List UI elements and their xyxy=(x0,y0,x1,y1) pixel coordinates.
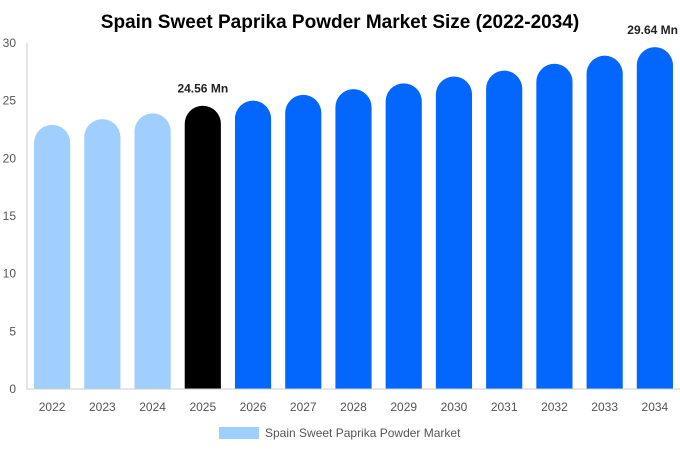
data-labels-group: 24.56 Mn 29.64 Mn xyxy=(177,23,678,96)
y-axis: 0 5 10 15 20 25 30 xyxy=(3,36,28,396)
x-tick-label: 2034 xyxy=(642,400,669,414)
y-tick-label: 25 xyxy=(3,94,17,108)
x-tick-label: 2027 xyxy=(290,400,317,414)
data-label-2034: 29.64 Mn xyxy=(627,23,678,37)
bar-2033[interactable] xyxy=(586,55,623,390)
bar-2022[interactable] xyxy=(34,124,71,389)
y-tick-label: 30 xyxy=(3,36,17,50)
bar-2027[interactable] xyxy=(285,94,322,389)
y-tick-label: 0 xyxy=(9,382,16,396)
x-tick-label: 2022 xyxy=(39,400,66,414)
x-tick-label: 2026 xyxy=(240,400,267,414)
x-tick-label: 2032 xyxy=(541,400,568,414)
bar-2032[interactable] xyxy=(536,63,573,390)
x-tick-label: 2029 xyxy=(390,400,417,414)
x-tick-label: 2023 xyxy=(89,400,116,414)
x-tick-label: 2028 xyxy=(340,400,367,414)
bar-2025[interactable] xyxy=(184,105,221,389)
y-tick-label: 10 xyxy=(3,267,17,281)
x-tick-label: 2033 xyxy=(591,400,618,414)
x-axis: 2022 2023 2024 2025 2026 2027 2028 2029 2030 2031… xyxy=(27,388,680,414)
data-label-2025: 24.56 Mn xyxy=(177,82,228,96)
x-tick-label: 2031 xyxy=(491,400,518,414)
x-tick-label: 2030 xyxy=(441,400,468,414)
bar-2034[interactable] xyxy=(636,47,673,390)
bars-group xyxy=(34,47,673,390)
x-tick-label: 2025 xyxy=(189,400,216,414)
legend[interactable]: Spain Sweet Paprika Powder Market xyxy=(219,426,461,440)
bar-2029[interactable] xyxy=(385,83,422,389)
bar-2030[interactable] xyxy=(435,76,473,390)
bar-2031[interactable] xyxy=(486,70,523,389)
bar-2028[interactable] xyxy=(335,89,372,389)
bar-2023[interactable] xyxy=(84,119,121,390)
legend-label[interactable]: Spain Sweet Paprika Powder Market xyxy=(265,426,461,440)
y-tick-label: 20 xyxy=(3,151,17,165)
y-tick-label: 5 xyxy=(9,324,16,338)
y-tick-label: 15 xyxy=(3,209,17,223)
bar-2026[interactable] xyxy=(234,100,272,389)
chart-title: Spain Sweet Paprika Powder Market Size (… xyxy=(101,12,579,33)
bar-2024[interactable] xyxy=(134,113,171,390)
x-tick-label: 2024 xyxy=(139,400,166,414)
legend-swatch[interactable] xyxy=(219,427,259,439)
